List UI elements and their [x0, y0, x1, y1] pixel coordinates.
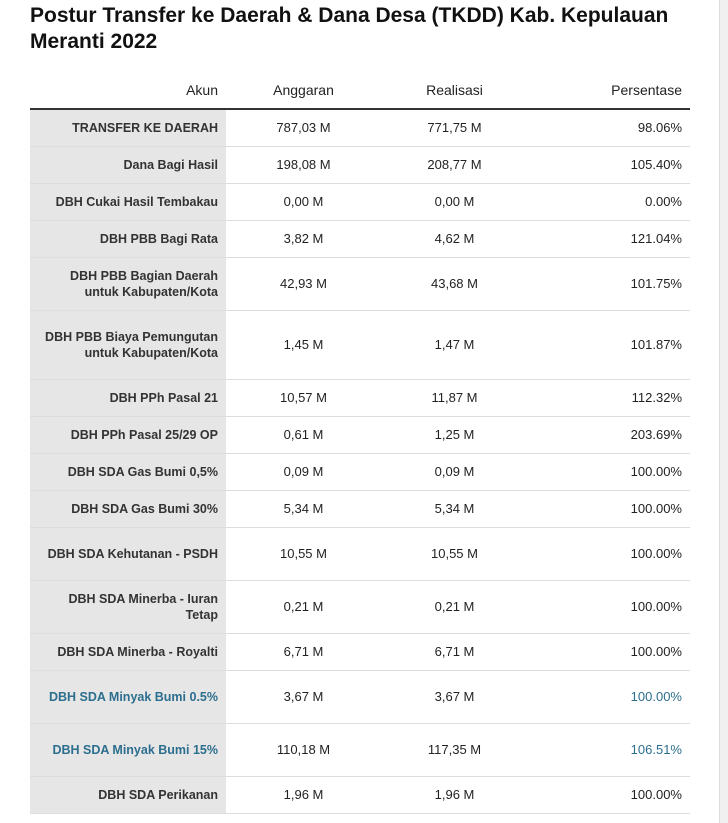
realisasi-cell: 10,55 M — [381, 527, 528, 581]
anggaran-cell: 0,21 M — [226, 580, 381, 634]
anggaran-cell: 0,09 M — [226, 453, 381, 491]
anggaran-cell: 6,71 M — [226, 633, 381, 671]
persentase-cell: 100.00% — [528, 490, 690, 528]
persentase-cell: 106.51% — [528, 723, 690, 777]
account-cell: DBH SDA Minerba - Iuran Tetap — [30, 580, 226, 634]
anggaran-cell: 1,45 M — [226, 310, 381, 380]
table-row: DBH PBB Bagian Daerah untuk Kabupaten/Ko… — [30, 257, 690, 311]
table-row: Dana Bagi Hasil 198,08 M 208,77 M 105.40% — [30, 146, 690, 184]
scrollbar[interactable] — [719, 0, 728, 823]
table-row: DBH SDA Gas Bumi 30% 5,34 M 5,34 M 100.00% — [30, 490, 690, 528]
column-header-persentase[interactable]: Persentase — [528, 71, 690, 110]
realisasi-cell: 117,35 M — [381, 723, 528, 777]
table-body: TRANSFER KE DAERAH 787,03 M 771,75 M 98.06%… — [30, 109, 690, 814]
account-cell: DBH SDA Minyak Bumi 15% — [30, 723, 226, 777]
realisasi-cell: 0,09 M — [381, 453, 528, 491]
persentase-cell: 105.40% — [528, 146, 690, 184]
table-row: DBH SDA Gas Bumi 0,5% 0,09 M 0,09 M 100.00% — [30, 453, 690, 491]
account-cell: DBH SDA Minyak Bumi 0.5% — [30, 670, 226, 724]
realisasi-cell: 1,96 M — [381, 776, 528, 814]
persentase-cell: 121.04% — [528, 220, 690, 258]
table-row: DBH PBB Biaya Pemungutan untuk Kabupaten… — [30, 310, 690, 380]
account-cell: DBH Cukai Hasil Tembakau — [30, 183, 226, 221]
account-cell: Dana Bagi Hasil — [30, 146, 226, 184]
table-row: DBH PPh Pasal 21 10,57 M 11,87 M 112.32% — [30, 379, 690, 417]
table-row: TRANSFER KE DAERAH 787,03 M 771,75 M 98.06% — [30, 109, 690, 147]
column-header-realisasi[interactable]: Realisasi — [381, 71, 528, 110]
persentase-cell: 100.00% — [528, 776, 690, 814]
table-row: DBH SDA Minerba - Iuran Tetap 0,21 M 0,21 … — [30, 580, 690, 634]
account-cell: DBH SDA Gas Bumi 0,5% — [30, 453, 226, 491]
persentase-cell: 100.00% — [528, 580, 690, 634]
account-cell: DBH SDA Gas Bumi 30% — [30, 490, 226, 528]
column-header-anggaran[interactable]: Anggaran — [226, 71, 381, 110]
table-header-row: Akun Anggaran Realisasi Persentase — [30, 71, 690, 110]
realisasi-cell: 771,75 M — [381, 109, 528, 147]
anggaran-cell: 3,67 M — [226, 670, 381, 724]
anggaran-cell: 42,93 M — [226, 257, 381, 311]
table-row: DBH SDA Minyak Bumi 0.5% 3,67 M 3,67 M 100.… — [30, 670, 690, 724]
realisasi-cell: 208,77 M — [381, 146, 528, 184]
realisasi-cell: 5,34 M — [381, 490, 528, 528]
realisasi-cell: 43,68 M — [381, 257, 528, 311]
anggaran-cell: 110,18 M — [226, 723, 381, 777]
account-cell: DBH SDA Minerba - Royalti — [30, 633, 226, 671]
realisasi-cell: 4,62 M — [381, 220, 528, 258]
anggaran-cell: 10,55 M — [226, 527, 381, 581]
anggaran-cell: 198,08 M — [226, 146, 381, 184]
table-row: DBH SDA Perikanan 1,96 M 1,96 M 100.00% — [30, 776, 690, 814]
table-row: DBH PPh Pasal 25/29 OP 0,61 M 1,25 M 203.69… — [30, 416, 690, 454]
table-row: DBH SDA Kehutanan - PSDH 10,55 M 10,55 M 10… — [30, 527, 690, 581]
table-row: DBH PBB Bagi Rata 3,82 M 4,62 M 121.04% — [30, 220, 690, 258]
realisasi-cell: 0,21 M — [381, 580, 528, 634]
page-title: Postur Transfer ke Daerah & Dana Desa (T… — [30, 4, 669, 53]
account-cell: DBH PBB Biaya Pemungutan untuk Kabupaten… — [30, 310, 226, 380]
persentase-cell: 0.00% — [528, 183, 690, 221]
table-row: DBH Cukai Hasil Tembakau 0,00 M 0,00 M 0.00… — [30, 183, 690, 221]
account-cell: DBH PBB Bagian Daerah untuk Kabupaten/Ko… — [30, 257, 226, 311]
persentase-cell: 101.75% — [528, 257, 690, 311]
account-cell: TRANSFER KE DAERAH — [30, 109, 226, 147]
realisasi-cell: 6,71 M — [381, 633, 528, 671]
account-cell: DBH PBB Bagi Rata — [30, 220, 226, 258]
anggaran-cell: 5,34 M — [226, 490, 381, 528]
persentase-cell: 100.00% — [528, 527, 690, 581]
account-cell: DBH SDA Perikanan — [30, 776, 226, 814]
anggaran-cell: 3,82 M — [226, 220, 381, 258]
realisasi-cell: 1,47 M — [381, 310, 528, 380]
persentase-cell: 100.00% — [528, 453, 690, 491]
anggaran-cell: 1,96 M — [226, 776, 381, 814]
persentase-cell: 112.32% — [528, 379, 690, 417]
persentase-cell: 98.06% — [528, 109, 690, 147]
persentase-cell: 101.87% — [528, 310, 690, 380]
realisasi-cell: 11,87 M — [381, 379, 528, 417]
anggaran-cell: 10,57 M — [226, 379, 381, 417]
account-cell: DBH PPh Pasal 21 — [30, 379, 226, 417]
persentase-cell: 203.69% — [528, 416, 690, 454]
persentase-cell: 100.00% — [528, 670, 690, 724]
tkdd-table: Akun Anggaran Realisasi Persentase TRANS… — [30, 71, 690, 814]
anggaran-cell: 0,61 M — [226, 416, 381, 454]
table-row: DBH SDA Minerba - Royalti 6,71 M 6,71 M 100… — [30, 633, 690, 671]
realisasi-cell: 1,25 M — [381, 416, 528, 454]
anggaran-cell: 787,03 M — [226, 109, 381, 147]
account-cell: DBH PPh Pasal 25/29 OP — [30, 416, 226, 454]
column-header-akun[interactable]: Akun — [30, 71, 226, 110]
realisasi-cell: 3,67 M — [381, 670, 528, 724]
account-cell: DBH SDA Kehutanan - PSDH — [30, 527, 226, 581]
persentase-cell: 100.00% — [528, 633, 690, 671]
anggaran-cell: 0,00 M — [226, 183, 381, 221]
realisasi-cell: 0,00 M — [381, 183, 528, 221]
